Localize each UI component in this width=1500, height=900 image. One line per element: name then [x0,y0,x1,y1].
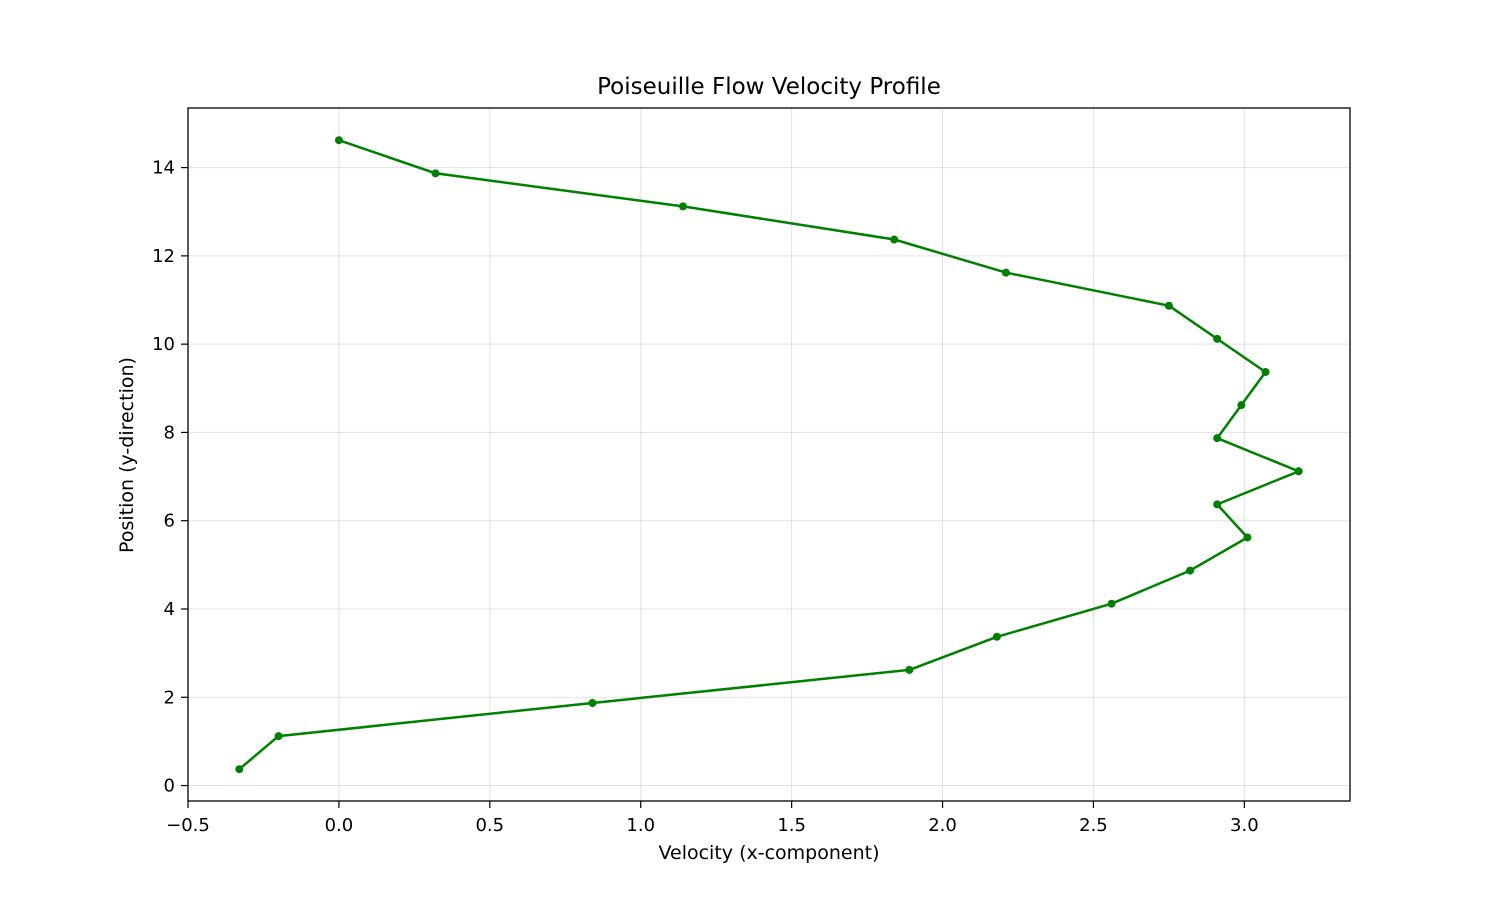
x-tick-label: 2.5 [1079,815,1108,836]
velocity-profile-line [238,139,1300,771]
y-tick-label: 4 [164,599,175,620]
x-tick-label: 1.5 [777,815,806,836]
data-point [890,235,899,244]
data-point [1243,533,1252,542]
data-point [1237,401,1246,410]
data-point [1164,301,1173,310]
data-point [334,136,343,145]
y-tick-label: 2 [164,687,175,708]
chart-title: Poiseuille Flow Velocity Profile [597,74,941,100]
data-point [678,202,687,211]
grid-lines [187,108,1350,801]
plot-area-frame [187,107,1351,802]
data-point [431,169,440,178]
data-point [1213,334,1222,343]
x-tick-label: 3.0 [1230,815,1259,836]
data-point [905,665,914,674]
data-point [1001,268,1010,277]
data-point [588,699,597,708]
data-point [992,632,1001,641]
y-tick-label: 6 [164,511,175,532]
data-point [1213,434,1222,443]
data-point [235,765,244,774]
data-point [1186,566,1195,575]
data-point [1261,367,1270,376]
y-tick-label: 0 [164,776,175,797]
data-point [274,732,283,741]
y-tick-label: 8 [164,422,175,443]
y-tick-label: 12 [152,246,175,267]
x-tick-label: −0.5 [166,815,210,836]
data-point [1294,467,1303,476]
x-tick-label: 2.0 [928,815,957,836]
data-point [1107,599,1116,608]
y-tick-label: 14 [152,158,175,179]
x-axis-title: Velocity (x-component) [659,842,880,864]
data-point [1213,500,1222,509]
x-tick-label: 0.0 [325,815,354,836]
y-axis-title: Position (y-direction) [116,357,138,553]
y-tick-label: 10 [152,334,175,355]
x-tick-label: 0.5 [475,815,504,836]
x-axis-ticks: −0.5 0.0 0.5 1.0 1.5 2.0 2.5 3.0 [166,801,1259,836]
y-axis-ticks: 0 2 4 6 8 10 12 14 [152,158,188,797]
series-layer [235,136,1303,774]
x-tick-label: 1.0 [626,815,655,836]
